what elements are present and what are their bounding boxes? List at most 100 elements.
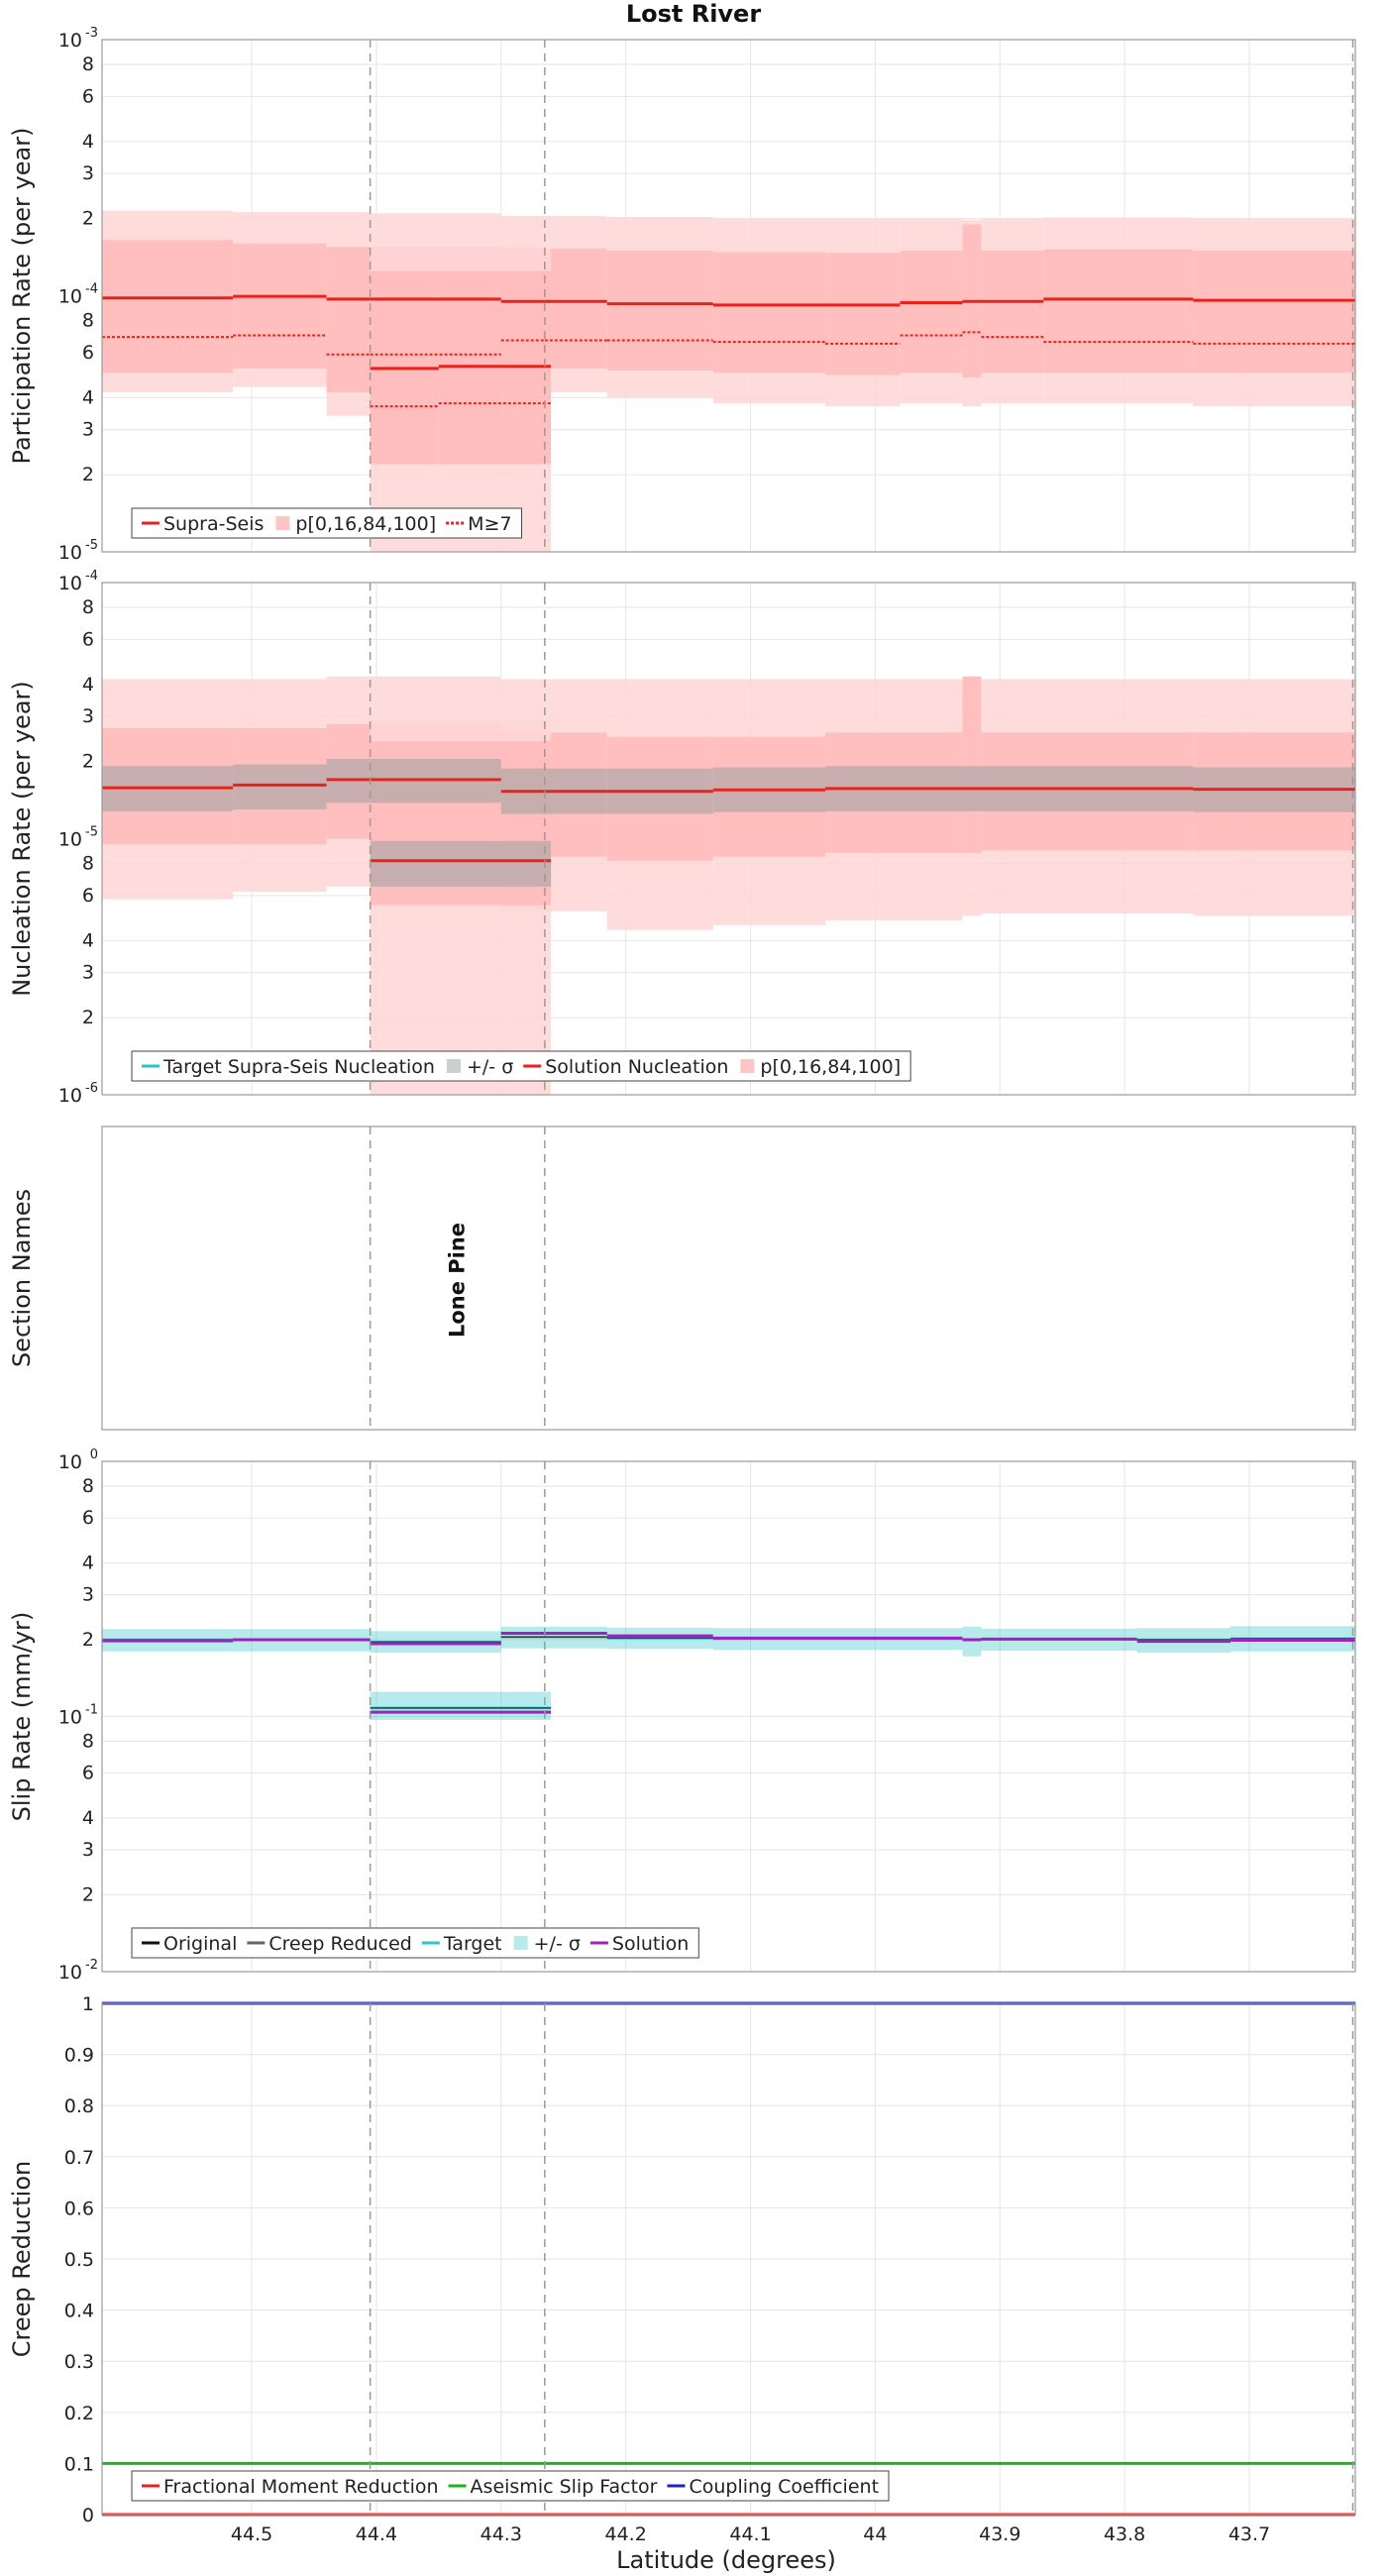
p16-p84-band — [233, 243, 327, 369]
legend-entry: M≥7 — [468, 513, 511, 535]
legend-entry: Original — [163, 1933, 237, 1955]
p16-p84-band — [962, 676, 982, 853]
x-tick-label: 44 — [863, 2523, 887, 2545]
creep-reduction-panel: 0 0.1 0.2 0.3 0.4 0.5 0.6 0.7 0.8 0.9 1 Creep Reduc… — [8, 1993, 1356, 2545]
legend-swatch — [446, 1059, 461, 1073]
legend-entry: Solution — [612, 1933, 689, 1955]
y-tick-label: 2 — [82, 1883, 94, 1905]
x-tick-label: 43.9 — [979, 2523, 1020, 2545]
y-tick-label: 0.3 — [64, 2351, 94, 2373]
legend: Fractional Moment Reduction Aseismic Slip… — [131, 2470, 890, 2502]
y-tick-exponent: -5 — [85, 538, 98, 553]
y-tick-label: 6 — [82, 628, 94, 650]
x-tick-label: 44.4 — [356, 2523, 397, 2545]
y-tick-label: 8 — [82, 310, 94, 332]
legend-entry: +/- σ — [467, 1056, 513, 1078]
y-tick-exponent: -1 — [85, 1703, 98, 1718]
legend-entry: Target — [443, 1933, 502, 1955]
y-tick-label: 4 — [82, 674, 94, 696]
p16-p84-band — [544, 248, 607, 369]
y-axis-label: Participation Rate (per year) — [8, 128, 36, 465]
y-tick-label: 6 — [82, 342, 94, 364]
y-tick-label: 10 -6 — [58, 1081, 98, 1107]
y-tick-label: 0.7 — [64, 2147, 94, 2169]
y-tick-exponent: -4 — [85, 282, 98, 297]
p16-p84-band — [102, 240, 234, 374]
y-tick-label: 10 -5 — [58, 538, 98, 564]
y-tick-label: 4 — [82, 1807, 94, 1829]
p16-p84-band — [825, 253, 901, 376]
plot-frame — [101, 1460, 1356, 1973]
legend-entry: p[0,16,84,100] — [760, 1056, 901, 1078]
y-tick-label: 8 — [82, 54, 94, 75]
y-tick-exponent: -3 — [85, 26, 98, 41]
p16-p84-band — [900, 250, 963, 374]
legend-entry: Coupling Coefficient — [689, 2476, 879, 2498]
sigma-band — [962, 1626, 982, 1657]
y-tick-base: 10 — [58, 542, 82, 564]
legend-frame — [131, 1050, 911, 1082]
y-tick-label: 0.8 — [64, 2095, 94, 2117]
y-tick-exponent: -6 — [85, 1081, 98, 1096]
y-tick-label: 10 -2 — [58, 1958, 98, 1984]
y-tick-base: 10 — [58, 1085, 82, 1107]
y-tick-label: 3 — [82, 962, 94, 984]
y-tick-label: 0.4 — [64, 2301, 94, 2322]
p16-p84-band — [1043, 249, 1194, 374]
y-axis-label: Creep Reduction — [8, 2161, 36, 2357]
x-tick-label: 44.1 — [729, 2523, 771, 2545]
y-tick-base: 10 — [58, 30, 82, 52]
y-axis-label: Nucleation Rate (per year) — [8, 681, 36, 997]
y-tick-label: 8 — [82, 1475, 94, 1497]
y-tick-label: 2 — [82, 208, 94, 230]
y-tick-label: 10 -4 — [58, 282, 98, 308]
y-tick-label: 8 — [82, 596, 94, 618]
section-name-label: Lone Pine — [446, 1223, 470, 1338]
x-tick-label: 43.8 — [1104, 2523, 1145, 2545]
legend-swatch — [740, 1059, 755, 1073]
y-tick-label: 2 — [82, 464, 94, 485]
legend-entry: Fractional Moment Reduction — [163, 2476, 439, 2498]
y-tick-exponent: 0 — [90, 1448, 98, 1462]
sigma-band — [370, 1691, 552, 1720]
y-tick-label: 10 -4 — [58, 569, 98, 594]
y-tick-base: 10 — [58, 1707, 82, 1729]
y-axis-label: Section Names — [8, 1189, 36, 1367]
y-tick-label: 3 — [82, 1839, 94, 1861]
legend-swatch — [275, 516, 290, 530]
y-tick-label: 3 — [82, 162, 94, 184]
y-tick-base: 10 — [58, 829, 82, 851]
y-tick-label: 3 — [82, 1584, 94, 1606]
y-tick-label: 4 — [82, 131, 94, 153]
legend-swatch — [513, 1936, 528, 1950]
x-tick-label: 43.7 — [1228, 2523, 1270, 2545]
legend-frame — [131, 2470, 890, 2502]
legend-entry: Solution Nucleation — [545, 1056, 728, 1078]
p16-p84-band — [326, 247, 371, 392]
chart-title: Lost River — [626, 0, 762, 28]
y-tick-base: 10 — [58, 1962, 82, 1984]
y-tick-base: 10 — [58, 573, 82, 594]
p16-p84-band — [712, 252, 826, 374]
y-tick-label: 0.5 — [64, 2249, 94, 2271]
y-tick-label: 4 — [82, 386, 94, 408]
sigma-band — [370, 840, 552, 887]
y-tick-label: 0.6 — [64, 2198, 94, 2219]
x-tick-label: 44.2 — [605, 2523, 647, 2545]
legend: Supra-Seis p[0,16,84,100] M≥7 — [131, 507, 523, 539]
y-tick-exponent: -2 — [85, 1958, 98, 1973]
plot-frame — [101, 2002, 1356, 2516]
sigma-band — [233, 764, 327, 810]
y-tick-label: 3 — [82, 705, 94, 727]
y-tick-label: 6 — [82, 1763, 94, 1784]
y-tick-label: 0.2 — [64, 2403, 94, 2424]
y-tick-label: 10 -5 — [58, 825, 98, 851]
y-tick-label: 6 — [82, 885, 94, 907]
p16-p84-band — [981, 250, 1044, 374]
section-names-panel: Section Names Lone Pine — [8, 1126, 1356, 1431]
legend-entry: p[0,16,84,100] — [295, 513, 436, 535]
legend: Original Creep Reduced Target +/- σ Solution — [131, 1927, 699, 1959]
